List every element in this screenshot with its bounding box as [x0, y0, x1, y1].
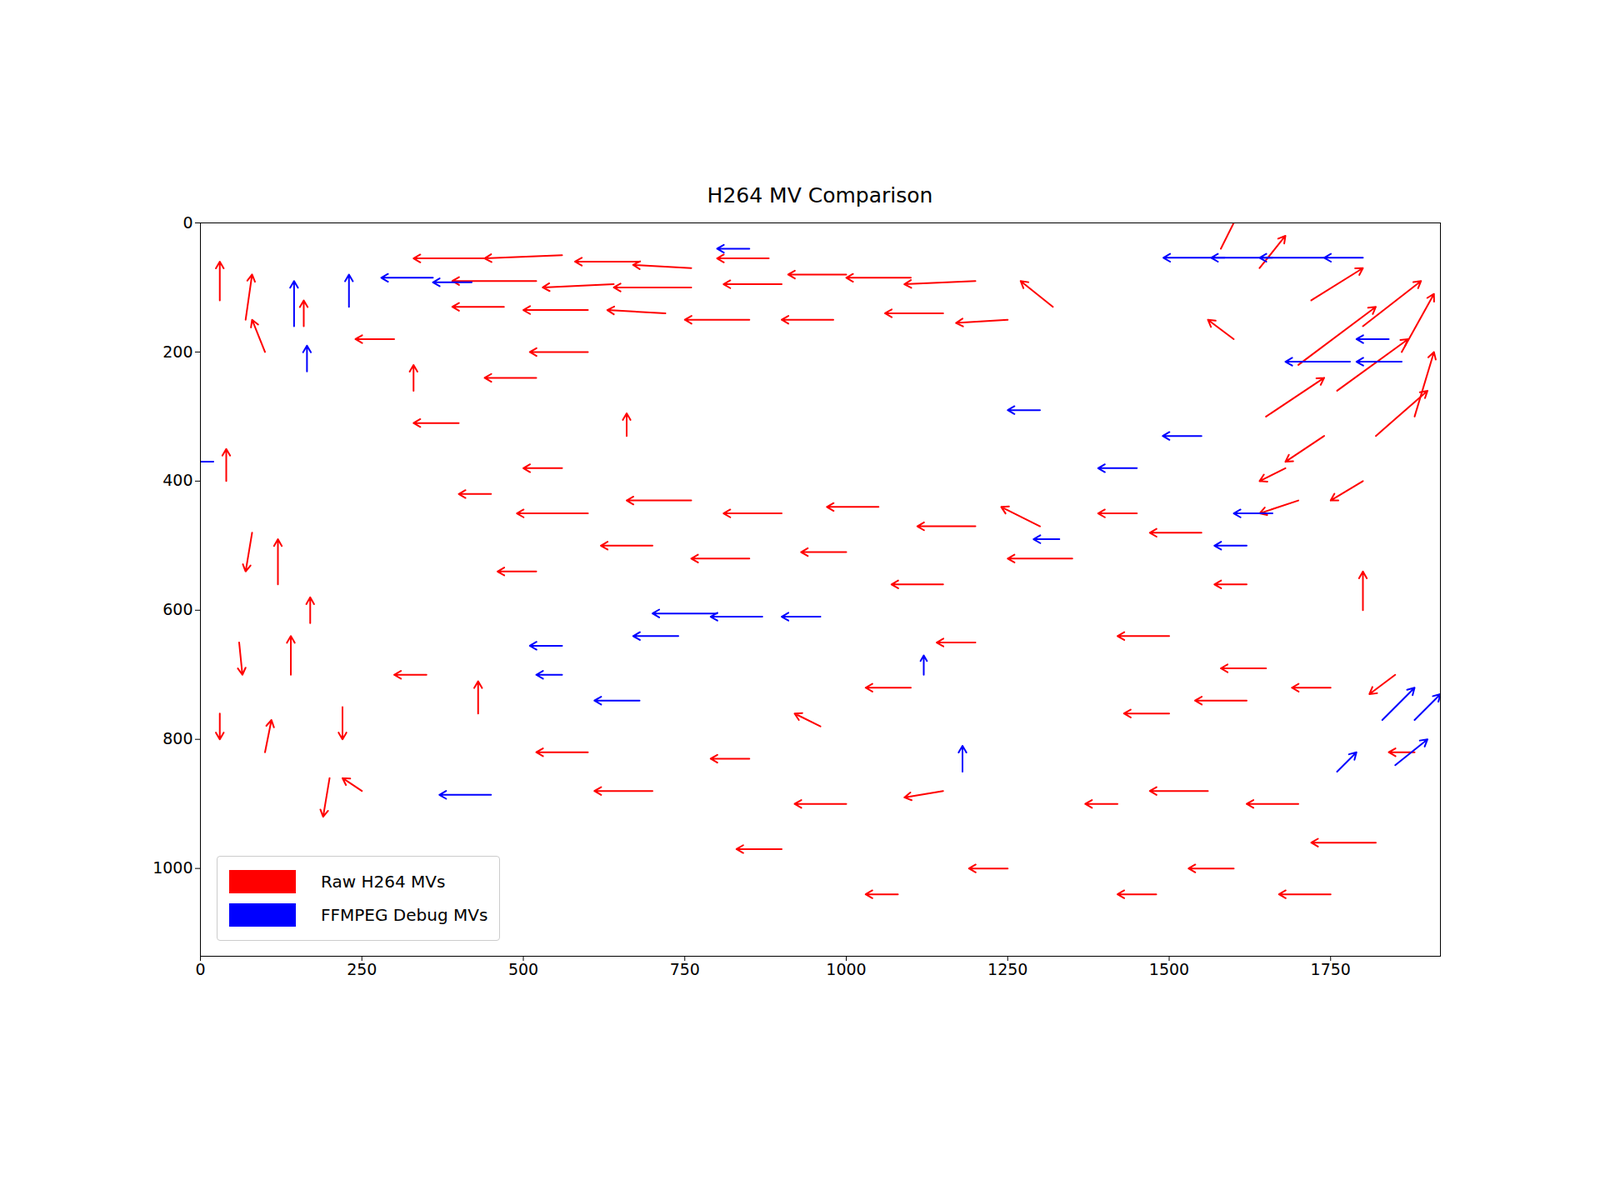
svg-text:500: 500	[508, 960, 539, 979]
html-text:H264 MV Comparison: H264 MV Comparison	[707, 183, 933, 208]
html-text:Raw H264 MVs: Raw H264 MVs	[320, 871, 446, 892]
html-text:FFMPEG Debug MVs: FFMPEG Debug MVs	[320, 905, 488, 925]
svg-text:0: 0	[182, 213, 193, 232]
svg-text:400: 400	[162, 470, 193, 490]
svg-text:750: 750	[670, 960, 700, 979]
svg-text:1750: 1750	[1310, 960, 1351, 979]
svg-text:1000: 1000	[152, 858, 193, 877]
svg-text:250: 250	[346, 960, 377, 979]
svg-text:600: 600	[162, 600, 193, 619]
svg-text:1250: 1250	[987, 960, 1028, 979]
svg-text:200: 200	[162, 342, 193, 361]
svg-text:0: 0	[195, 960, 205, 979]
svg-text:800: 800	[162, 729, 193, 748]
svg-text:1000: 1000	[825, 960, 866, 979]
svg-text:1500: 1500	[1149, 960, 1190, 979]
